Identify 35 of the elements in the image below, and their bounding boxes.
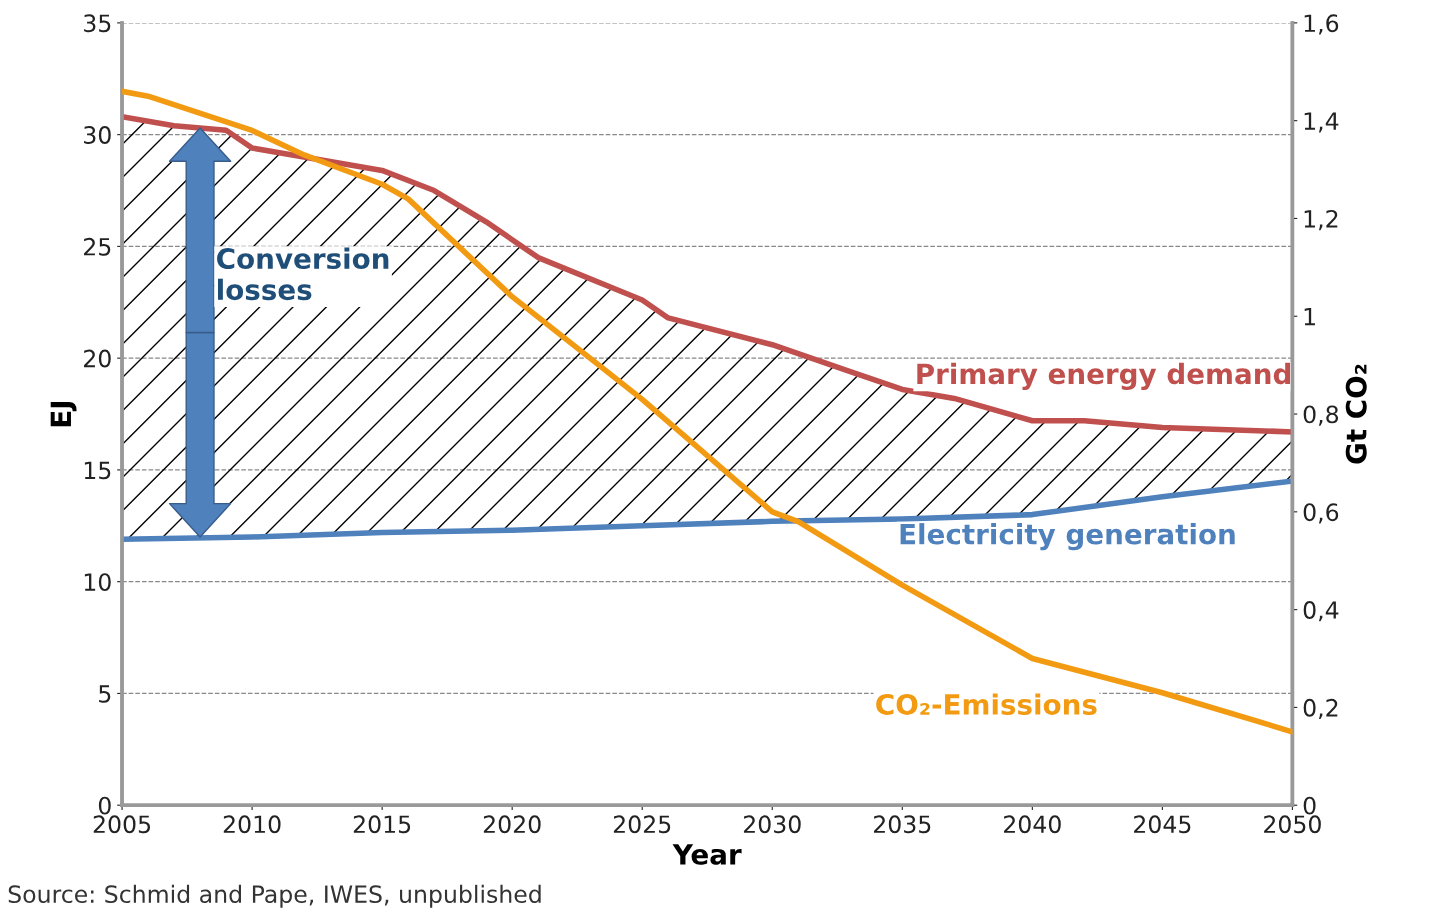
- y-tick-label: 5: [99, 685, 111, 703]
- x-tick-label: 2010: [223, 815, 281, 834]
- series-label: Primary energy demand: [917, 362, 1291, 390]
- x-tick-label: 2040: [1004, 815, 1061, 834]
- x-tick-label: 2045: [1134, 815, 1191, 834]
- series-label: Electricity generation: [900, 523, 1235, 551]
- x-tick-label: 2030: [743, 815, 801, 834]
- y2-tick-label: 1: [1304, 308, 1315, 326]
- y2-tick-label: 1,6: [1304, 14, 1339, 35]
- y-tick-label: 35: [84, 14, 111, 33]
- annotation: Conversion losses: [217, 247, 389, 301]
- y-tick-label: 30: [84, 126, 111, 144]
- y2-tick-label: 1,2: [1304, 209, 1338, 231]
- y2-tick-label: 1,4: [1304, 112, 1339, 133]
- y2-tick-label: 0,8: [1303, 405, 1339, 426]
- y-tick-label: 15: [84, 461, 111, 480]
- y-tick-label: 10: [84, 573, 111, 591]
- x-tick-label: 2020: [483, 815, 541, 834]
- y2-tick-label: 0,6: [1303, 503, 1339, 524]
- source-note: Source: Schmid and Pape, IWES, unpublished: [8, 884, 541, 908]
- y2-tick-label: 0,4: [1303, 601, 1339, 622]
- y-axis-title: EJ: [50, 401, 77, 427]
- x-axis-title: Year: [672, 844, 742, 865]
- y2-tick-label: 0,2: [1303, 698, 1338, 720]
- x-tick-label: 2025: [613, 815, 671, 834]
- x-tick-label: 2005: [93, 815, 151, 834]
- y2-axis-title: Gt CO₂: [1345, 364, 1367, 464]
- series-label: CO₂-Emissions: [876, 693, 1097, 715]
- y-tick-label: 20: [84, 349, 111, 368]
- y2-tick-label: 0: [1303, 796, 1316, 815]
- y-tick-label: 25: [84, 237, 111, 256]
- x-tick-label: 2015: [353, 815, 411, 834]
- y-tick-label: 0: [98, 796, 111, 815]
- x-tick-label: 2035: [873, 815, 931, 834]
- x-tick-label: 2050: [1264, 815, 1321, 834]
